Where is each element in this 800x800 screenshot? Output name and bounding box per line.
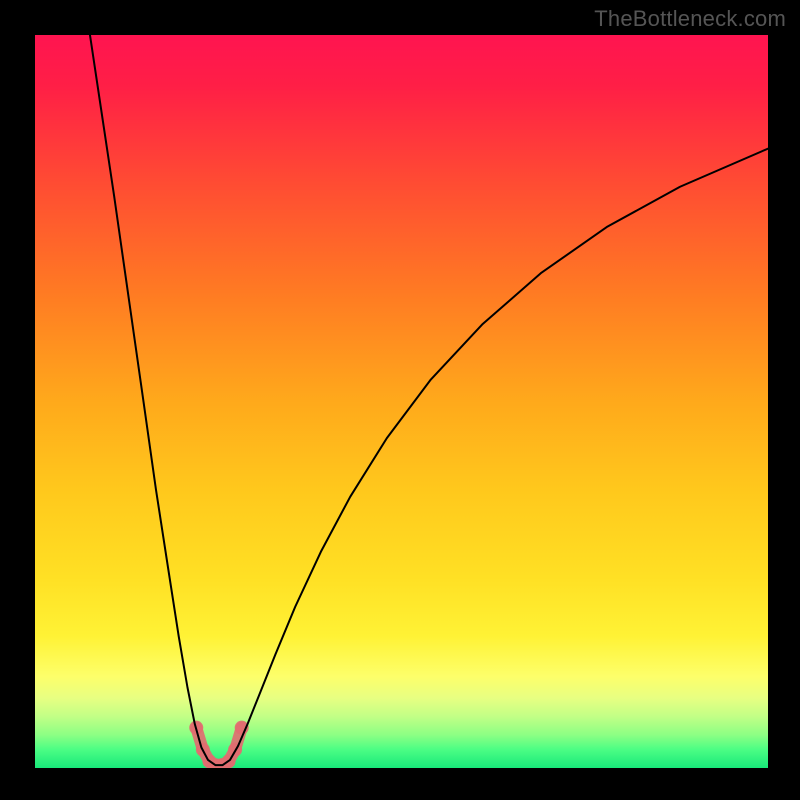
chart-container: TheBottleneck.com <box>0 0 800 800</box>
bottleneck-chart <box>0 0 800 800</box>
plot-background <box>35 35 768 768</box>
watermark-text: TheBottleneck.com <box>594 6 786 32</box>
